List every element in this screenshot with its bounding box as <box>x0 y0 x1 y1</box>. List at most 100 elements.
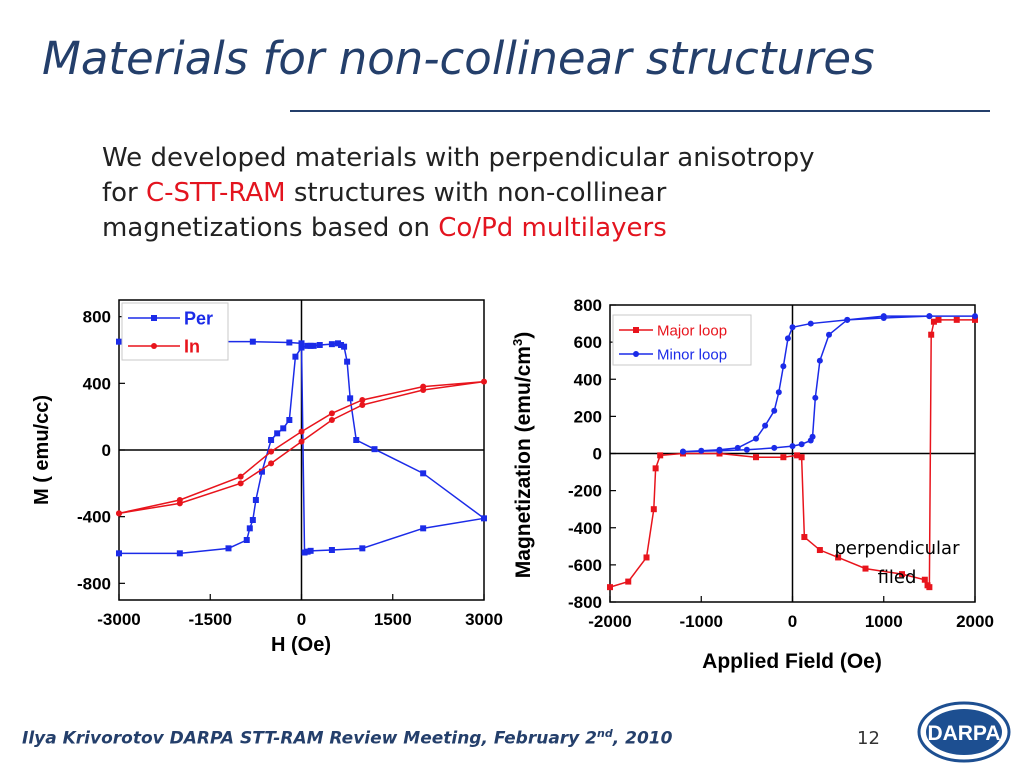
intro-line-2-end: structures with non-collinear <box>285 178 667 208</box>
right-series-major-loop-point <box>650 506 657 513</box>
right-series-minor-loop-point <box>762 422 769 429</box>
right-y-tick-label: 400 <box>574 370 602 389</box>
left-series-per-point <box>347 395 354 402</box>
right-series-minor-loop-point <box>775 389 782 396</box>
left-x-axis-label: H (Oe) <box>271 634 331 656</box>
footer-citation: Ilya Krivorotov DARPA STT-RAM Review Mee… <box>22 727 672 749</box>
left-series-per-point <box>307 342 314 349</box>
right-series-major-loop-point <box>657 452 664 459</box>
left-x-tick-label: -3000 <box>97 610 140 629</box>
right-series-major-loop-point <box>972 316 978 323</box>
right-x-tick-label: 2000 <box>956 612 994 631</box>
right-series-minor-loop-point <box>972 313 978 320</box>
left-y-tick-label: -800 <box>77 574 111 593</box>
intro-line-3-start: magnetizations based on <box>102 213 439 243</box>
left-series-per-point <box>310 342 317 349</box>
intro-line-1: We developed materials with perpendicula… <box>102 143 815 173</box>
right-y-tick-label: -800 <box>568 593 602 612</box>
right-y-tick-label: -200 <box>568 482 602 501</box>
right-series-major-loop-point <box>625 578 632 585</box>
right-series-major-loop-point <box>926 584 933 591</box>
right-series-minor-loop-point <box>753 435 759 442</box>
right-legend-label-major-loop: Major loop <box>657 322 727 339</box>
left-series-in-point <box>268 448 275 455</box>
right-series-major-loop-point <box>794 452 801 459</box>
left-series-per-point <box>286 339 293 346</box>
left-y-tick-label: 800 <box>83 308 111 327</box>
left-y-tick-label: 0 <box>102 441 111 460</box>
left-series-per-point <box>338 342 345 348</box>
right-series-minor-loop-point <box>880 313 887 320</box>
right-series-major-loop-point <box>816 547 823 554</box>
page-number: 12 <box>857 728 880 749</box>
darpa-logo: DARPA <box>917 701 1011 763</box>
right-y-tick-label: -400 <box>568 519 602 538</box>
left-series-per-point <box>176 550 183 557</box>
left-series-in-point <box>176 497 183 503</box>
left-series-per-point <box>249 517 256 523</box>
left-series-in-point <box>268 460 275 467</box>
right-series-minor-loop-point <box>812 394 819 401</box>
right-hysteresis-chart: -2000 -1000 0 1000 20008006004002000-200-400… <box>510 296 994 673</box>
footer-sup: nd <box>597 727 613 740</box>
right-series-major-loop-point <box>801 534 808 541</box>
left-legend-swatch-marker <box>151 315 157 321</box>
right-series-major-loop-point <box>921 576 928 583</box>
right-series-minor-loop-point <box>734 444 741 451</box>
left-series-per-point <box>274 430 281 437</box>
right-series-minor-loop-point <box>716 447 723 454</box>
right-y-axis-label: Magnetization (emu/cm3) <box>510 332 535 578</box>
right-series-minor-loop-point <box>789 324 796 331</box>
footer-tail: , 2010 <box>612 728 673 749</box>
annotation-line-1: perpendicular <box>835 538 961 559</box>
darpa-logo-text: DARPA <box>927 722 1000 745</box>
left-series-in-point <box>481 378 487 385</box>
intro-line-2-start: for <box>102 178 147 208</box>
left-x-tick-label: 1500 <box>374 610 412 629</box>
right-x-tick-label: 1000 <box>865 612 903 631</box>
right-series-minor-loop-point <box>798 441 805 448</box>
left-series-per-point <box>335 340 341 347</box>
left-series-per-point <box>280 425 287 432</box>
left-series-per-point <box>328 547 335 553</box>
left-series-per-point <box>116 338 122 345</box>
left-series-per-point <box>328 341 335 348</box>
right-y-label-close: ) <box>512 332 535 339</box>
left-x-tick-label: 3000 <box>465 610 503 629</box>
right-series-minor-loop-point <box>771 444 778 451</box>
right-series-major-loop-point <box>798 454 805 461</box>
left-hysteresis-chart: -3000 -1500 0 1500 30008004000-400-800PerIn … <box>31 299 503 656</box>
left-series-per-point <box>249 338 256 345</box>
right-series-minor-loop-point <box>784 335 791 342</box>
left-legend-label-in: In <box>184 336 200 356</box>
left-series-per-point <box>243 537 250 543</box>
left-series-per-point <box>116 550 122 557</box>
left-series-per-point <box>252 497 259 503</box>
right-x-tick-label: 0 <box>788 612 797 631</box>
footer-main: Ilya Krivorotov DARPA STT-RAM Review Mee… <box>22 728 598 749</box>
left-series-in-point <box>359 402 366 408</box>
left-series-in-point <box>359 397 366 403</box>
left-legend-swatch-marker <box>151 343 157 349</box>
right-series-minor-loop-point <box>680 448 686 455</box>
right-y-tick-label: 200 <box>574 407 602 426</box>
right-x-tick-label: -1000 <box>680 612 723 631</box>
left-series-per-point <box>344 358 351 365</box>
right-series-minor-loop-point <box>780 363 787 370</box>
right-series-minor-loop-point <box>926 313 933 320</box>
right-series-minor-loop-point <box>771 407 778 414</box>
left-series-per-point <box>353 437 360 443</box>
right-series-minor-loop-point <box>844 316 851 323</box>
right-series-minor-loop-point <box>789 443 796 450</box>
right-y-tick-label: 800 <box>574 296 602 315</box>
left-series-per-point <box>301 549 308 556</box>
left-series-in-point <box>237 473 244 480</box>
right-series-minor-loop-point <box>743 446 750 453</box>
annotation-line-2: filed <box>878 567 917 588</box>
right-series-minor-loop-point <box>826 331 832 338</box>
left-legend-box <box>121 302 229 361</box>
right-series-major-loop-point <box>862 565 869 572</box>
left-series-in-point <box>328 410 335 417</box>
left-y-axis-label: M ( emu/cc) <box>31 395 53 505</box>
intro-text: We developed materials with perpendicula… <box>102 141 982 246</box>
